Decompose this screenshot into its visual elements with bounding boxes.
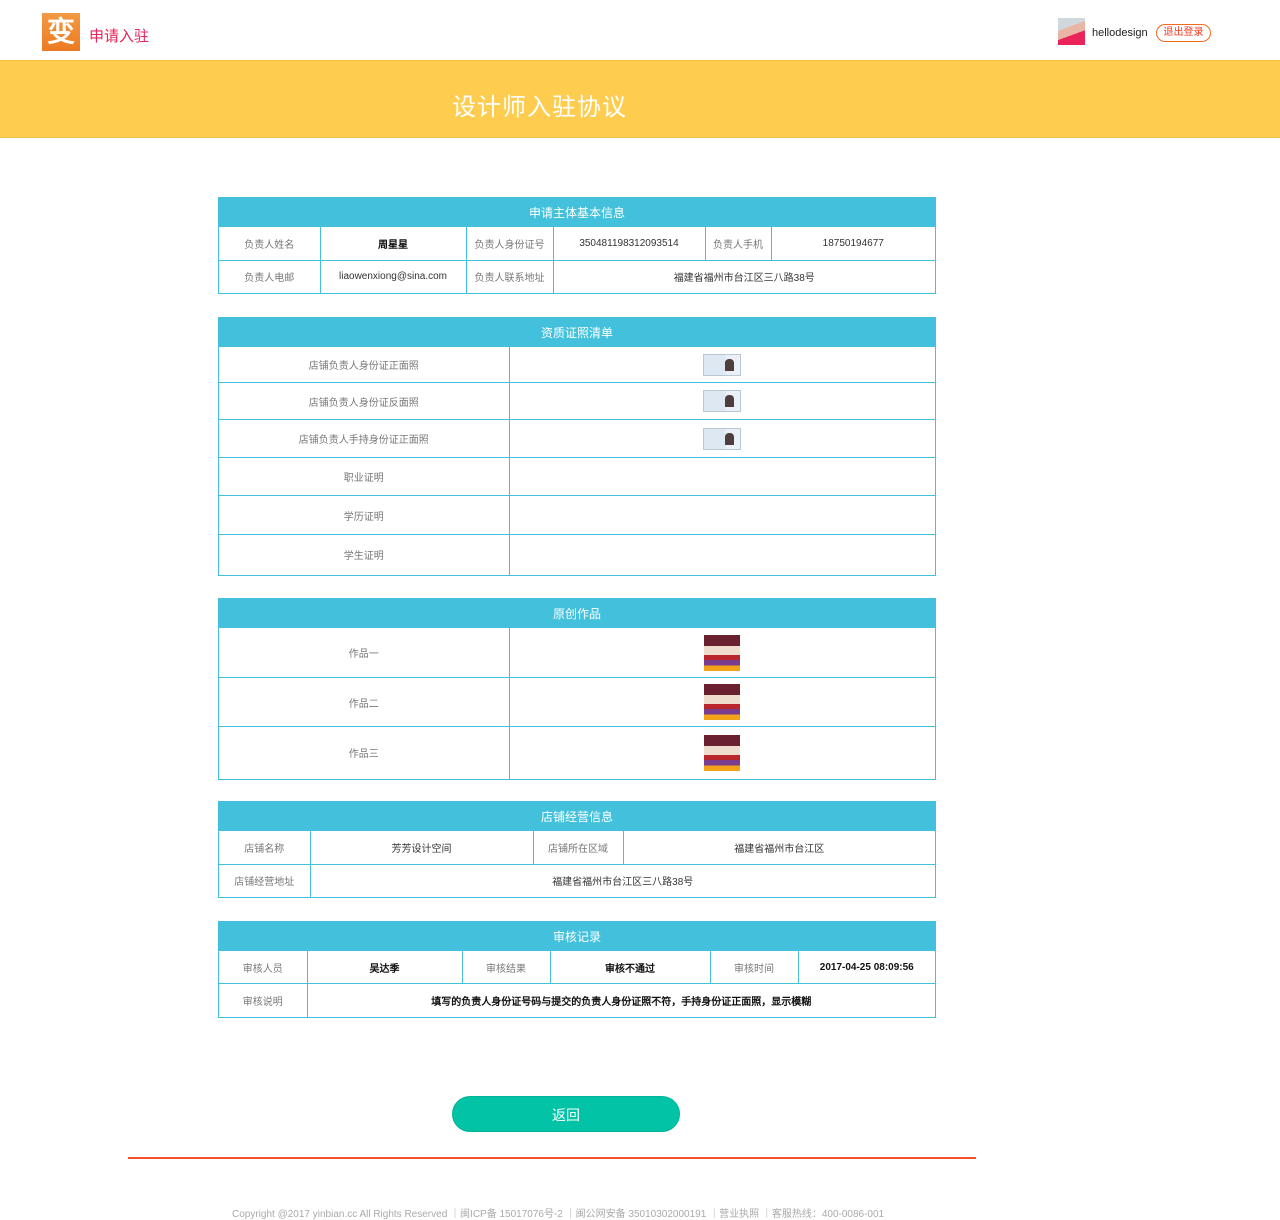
qualification-section: 资质证照清单 店铺负责人身份证正面照 店铺负责人身份证反面照 店铺负责人手持身份… — [218, 317, 936, 576]
username[interactable]: hellodesign — [1092, 27, 1148, 39]
section-title: 店铺经营信息 — [219, 802, 935, 830]
table-row: 作品二 — [219, 677, 935, 727]
label: 学历证明 — [219, 495, 510, 535]
work-thumbnail[interactable] — [704, 734, 741, 771]
page-title: 设计师入驻协议 — [452, 94, 627, 121]
label: 店铺负责人身份证正面照 — [219, 346, 510, 383]
top-bar: 变 申请入驻 hellodesign 退出登录 — [0, 0, 1280, 60]
label: 负责人电邮 — [219, 260, 321, 293]
work-thumbnail[interactable] — [704, 684, 741, 720]
label: 店铺负责人身份证反面照 — [219, 382, 510, 420]
works-section: 原创作品 作品一 作品二 作品三 — [218, 598, 936, 780]
table-row: 作品一 — [219, 627, 935, 678]
label: 审核人员 — [219, 950, 308, 984]
table-row: 作品三 — [219, 726, 935, 779]
back-button[interactable]: 返回 — [452, 1096, 680, 1132]
value: 2017-04-25 08:09:56 — [797, 950, 935, 984]
table-row: 店铺负责人身份证反面照 — [219, 382, 935, 420]
section-title: 资质证照清单 — [219, 318, 935, 346]
section-title: 审核记录 — [219, 922, 935, 950]
label: 学生证明 — [219, 534, 510, 575]
section-title: 申请主体基本信息 — [219, 198, 935, 226]
label: 审核说明 — [219, 983, 308, 1017]
divider — [128, 1157, 976, 1159]
section-title: 原创作品 — [219, 599, 935, 627]
footer: Copyright @2017 yinbian.cc All Rights Re… — [232, 1209, 885, 1220]
basic-info-section: 申请主体基本信息 负责人姓名 周星星 负责人身份证号 3504811983120935… — [218, 197, 936, 294]
value: 18750194677 — [770, 226, 935, 261]
value: 吴达季 — [306, 950, 463, 984]
label: 作品三 — [219, 726, 510, 779]
id-card-image[interactable] — [703, 427, 742, 450]
table-row: 职业证明 — [219, 457, 935, 496]
label: 负责人姓名 — [219, 226, 321, 261]
label: 作品一 — [219, 627, 510, 678]
table-row: 店铺负责人身份证正面照 — [219, 346, 935, 383]
value: 福建省福州市台江区三八路38号 — [552, 260, 935, 293]
id-card-image[interactable] — [703, 390, 742, 412]
label: 负责人联系地址 — [465, 260, 554, 293]
value: liaowenxiong@sina.com — [319, 260, 467, 293]
shop-section: 店铺经营信息 店铺名称 芳芳设计空间 店铺所在区域 福建省福州市台江区 店铺经营地址福… — [218, 801, 936, 898]
id-card-image[interactable] — [703, 353, 742, 376]
avatar[interactable] — [1058, 18, 1085, 45]
banner: 设计师入驻协议 — [0, 60, 1280, 138]
brand-title[interactable]: 申请入驻 — [89, 28, 150, 45]
label: 负责人手机 — [704, 226, 772, 261]
label: 店铺名称 — [219, 830, 311, 865]
label: 店铺经营地址 — [219, 864, 311, 897]
value: 芳芳设计空间 — [309, 830, 534, 865]
value: 福建省福州市台江区三八路38号 — [309, 864, 935, 897]
table-row: 店铺负责人手持身份证正面照 — [219, 419, 935, 458]
audit-note: 填写的负责人身份证号码与提交的负责人身份证照不符，手持身份证正面照，显示模糊 — [306, 983, 935, 1017]
table-row: 学历证明 — [219, 495, 935, 535]
label: 店铺所在区域 — [532, 830, 624, 865]
label: 审核结果 — [461, 950, 551, 984]
audit-result: 审核不通过 — [549, 950, 711, 984]
logo[interactable]: 变 — [42, 13, 80, 51]
label: 审核时间 — [709, 950, 799, 984]
logout-button[interactable]: 退出登录 — [1156, 24, 1211, 42]
label: 作品二 — [219, 677, 510, 727]
work-thumbnail[interactable] — [704, 634, 741, 671]
value: 福建省福州市台江区 — [622, 830, 935, 865]
label: 店铺负责人手持身份证正面照 — [219, 419, 510, 458]
label: 职业证明 — [219, 457, 510, 496]
table-row: 学生证明 — [219, 534, 935, 575]
value: 350481198312093514 — [552, 226, 706, 261]
audit-section: 审核记录 审核人员 吴达季 审核结果 审核不通过 审核时间 2017-04-25 08:0… — [218, 921, 936, 1018]
value: 周星星 — [319, 226, 467, 261]
label: 负责人身份证号 — [465, 226, 554, 261]
